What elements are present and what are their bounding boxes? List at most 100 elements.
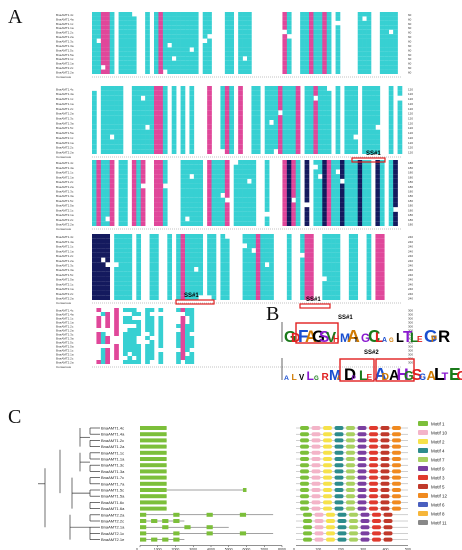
sequence-name: BnaAMT2.1a — [56, 353, 74, 357]
residue-cell — [366, 100, 372, 106]
residue-cell — [92, 164, 97, 170]
residue-cell — [114, 105, 119, 111]
residue-cell — [140, 216, 146, 222]
residue-cell — [335, 90, 341, 96]
residue-cell — [136, 348, 142, 352]
residue-cell — [123, 316, 128, 320]
residue-cell — [357, 12, 363, 17]
residue-cell — [162, 188, 168, 193]
residue-cell — [326, 51, 332, 57]
residue-cell — [313, 211, 319, 217]
residue-cell — [167, 281, 173, 286]
residue-cell — [313, 202, 319, 208]
residue-cell — [357, 43, 363, 48]
residue-cell — [255, 281, 261, 286]
exon — [140, 506, 167, 511]
motif-box — [334, 475, 344, 480]
residue-cell — [335, 290, 341, 296]
residue-cell — [145, 51, 150, 57]
residue-cell — [171, 25, 177, 30]
position-number: 240 — [408, 254, 413, 258]
residue-cell — [180, 183, 186, 189]
residue-cell — [393, 69, 398, 74]
residue-cell — [375, 243, 381, 249]
residue-cell — [136, 100, 142, 106]
residue-cell — [131, 348, 137, 352]
motif-box — [311, 488, 321, 492]
residue-cell — [242, 183, 248, 189]
residue-cell — [322, 149, 328, 154]
residue-cell — [282, 160, 288, 165]
motif-box — [392, 506, 401, 511]
residue-cell — [158, 29, 164, 35]
residue-cell — [123, 25, 128, 30]
gene-label: BnaAMT1.7a — [101, 481, 125, 486]
sequence-name: BnaAMT1.4a — [56, 240, 74, 244]
residue-cell — [384, 43, 390, 48]
motif-box — [337, 537, 347, 542]
residue-cell — [207, 252, 212, 258]
residue-cell — [348, 95, 354, 101]
residue-cell — [286, 90, 292, 96]
residue-cell — [185, 56, 190, 61]
residue-cell — [300, 43, 305, 48]
position-number: 180 — [408, 161, 413, 165]
residue-cell — [393, 193, 398, 198]
residue-cell — [273, 105, 279, 111]
residue-cell — [233, 211, 239, 217]
residue-cell — [180, 285, 186, 291]
residue-cell — [220, 95, 226, 101]
motif-box — [369, 450, 378, 455]
residue-cell — [309, 281, 314, 286]
residue-cell — [158, 336, 164, 340]
residue-cell — [202, 20, 208, 26]
residue-cell — [224, 281, 230, 286]
logo-ss1-label: SS#1 — [338, 315, 353, 321]
residue-cell — [317, 90, 323, 96]
residue-cell — [300, 267, 305, 272]
position-number: 180 — [408, 190, 413, 194]
motif-box — [369, 469, 378, 474]
residue-cell — [344, 100, 350, 106]
residue-cell — [220, 120, 226, 125]
residue-cell — [158, 90, 164, 96]
residue-cell — [397, 100, 403, 106]
residue-cell — [100, 124, 106, 130]
residue-cell — [282, 43, 288, 48]
residue-cell — [118, 252, 124, 258]
residue-cell — [154, 252, 159, 258]
sequence-name: BnaAMT2.2a — [56, 151, 74, 155]
residue-cell — [180, 178, 186, 184]
residue-cell — [251, 183, 257, 189]
motif-box — [357, 488, 367, 492]
residue-cell — [371, 134, 376, 140]
residue-cell — [286, 234, 292, 239]
residue-cell — [375, 188, 381, 193]
residue-cell — [118, 281, 124, 286]
residue-cell — [176, 308, 181, 312]
gene-label: BnaAMT1.6a — [101, 506, 125, 511]
residue-cell — [371, 149, 376, 154]
residue-cell — [233, 221, 239, 226]
residue-cell — [149, 90, 155, 96]
residue-cell — [109, 216, 115, 222]
residue-cell — [105, 120, 111, 125]
residue-cell — [211, 234, 217, 239]
residue-cell — [322, 110, 328, 116]
residue-cell — [131, 124, 137, 130]
residue-cell — [282, 16, 288, 21]
exon — [140, 475, 167, 480]
residue-cell — [300, 12, 305, 17]
residue-cell — [140, 90, 146, 96]
residue-cell — [322, 202, 328, 208]
residue-cell — [366, 295, 372, 300]
residue-cell — [247, 160, 252, 165]
logo-letter: V — [326, 329, 337, 346]
residue-cell — [154, 276, 159, 282]
residue-cell — [273, 129, 279, 135]
position-number: 120 — [408, 102, 413, 106]
residue-cell — [127, 252, 133, 258]
residue-cell — [317, 183, 323, 189]
residue-cell — [286, 100, 292, 106]
motif-axis-tick: 100 — [315, 548, 321, 550]
